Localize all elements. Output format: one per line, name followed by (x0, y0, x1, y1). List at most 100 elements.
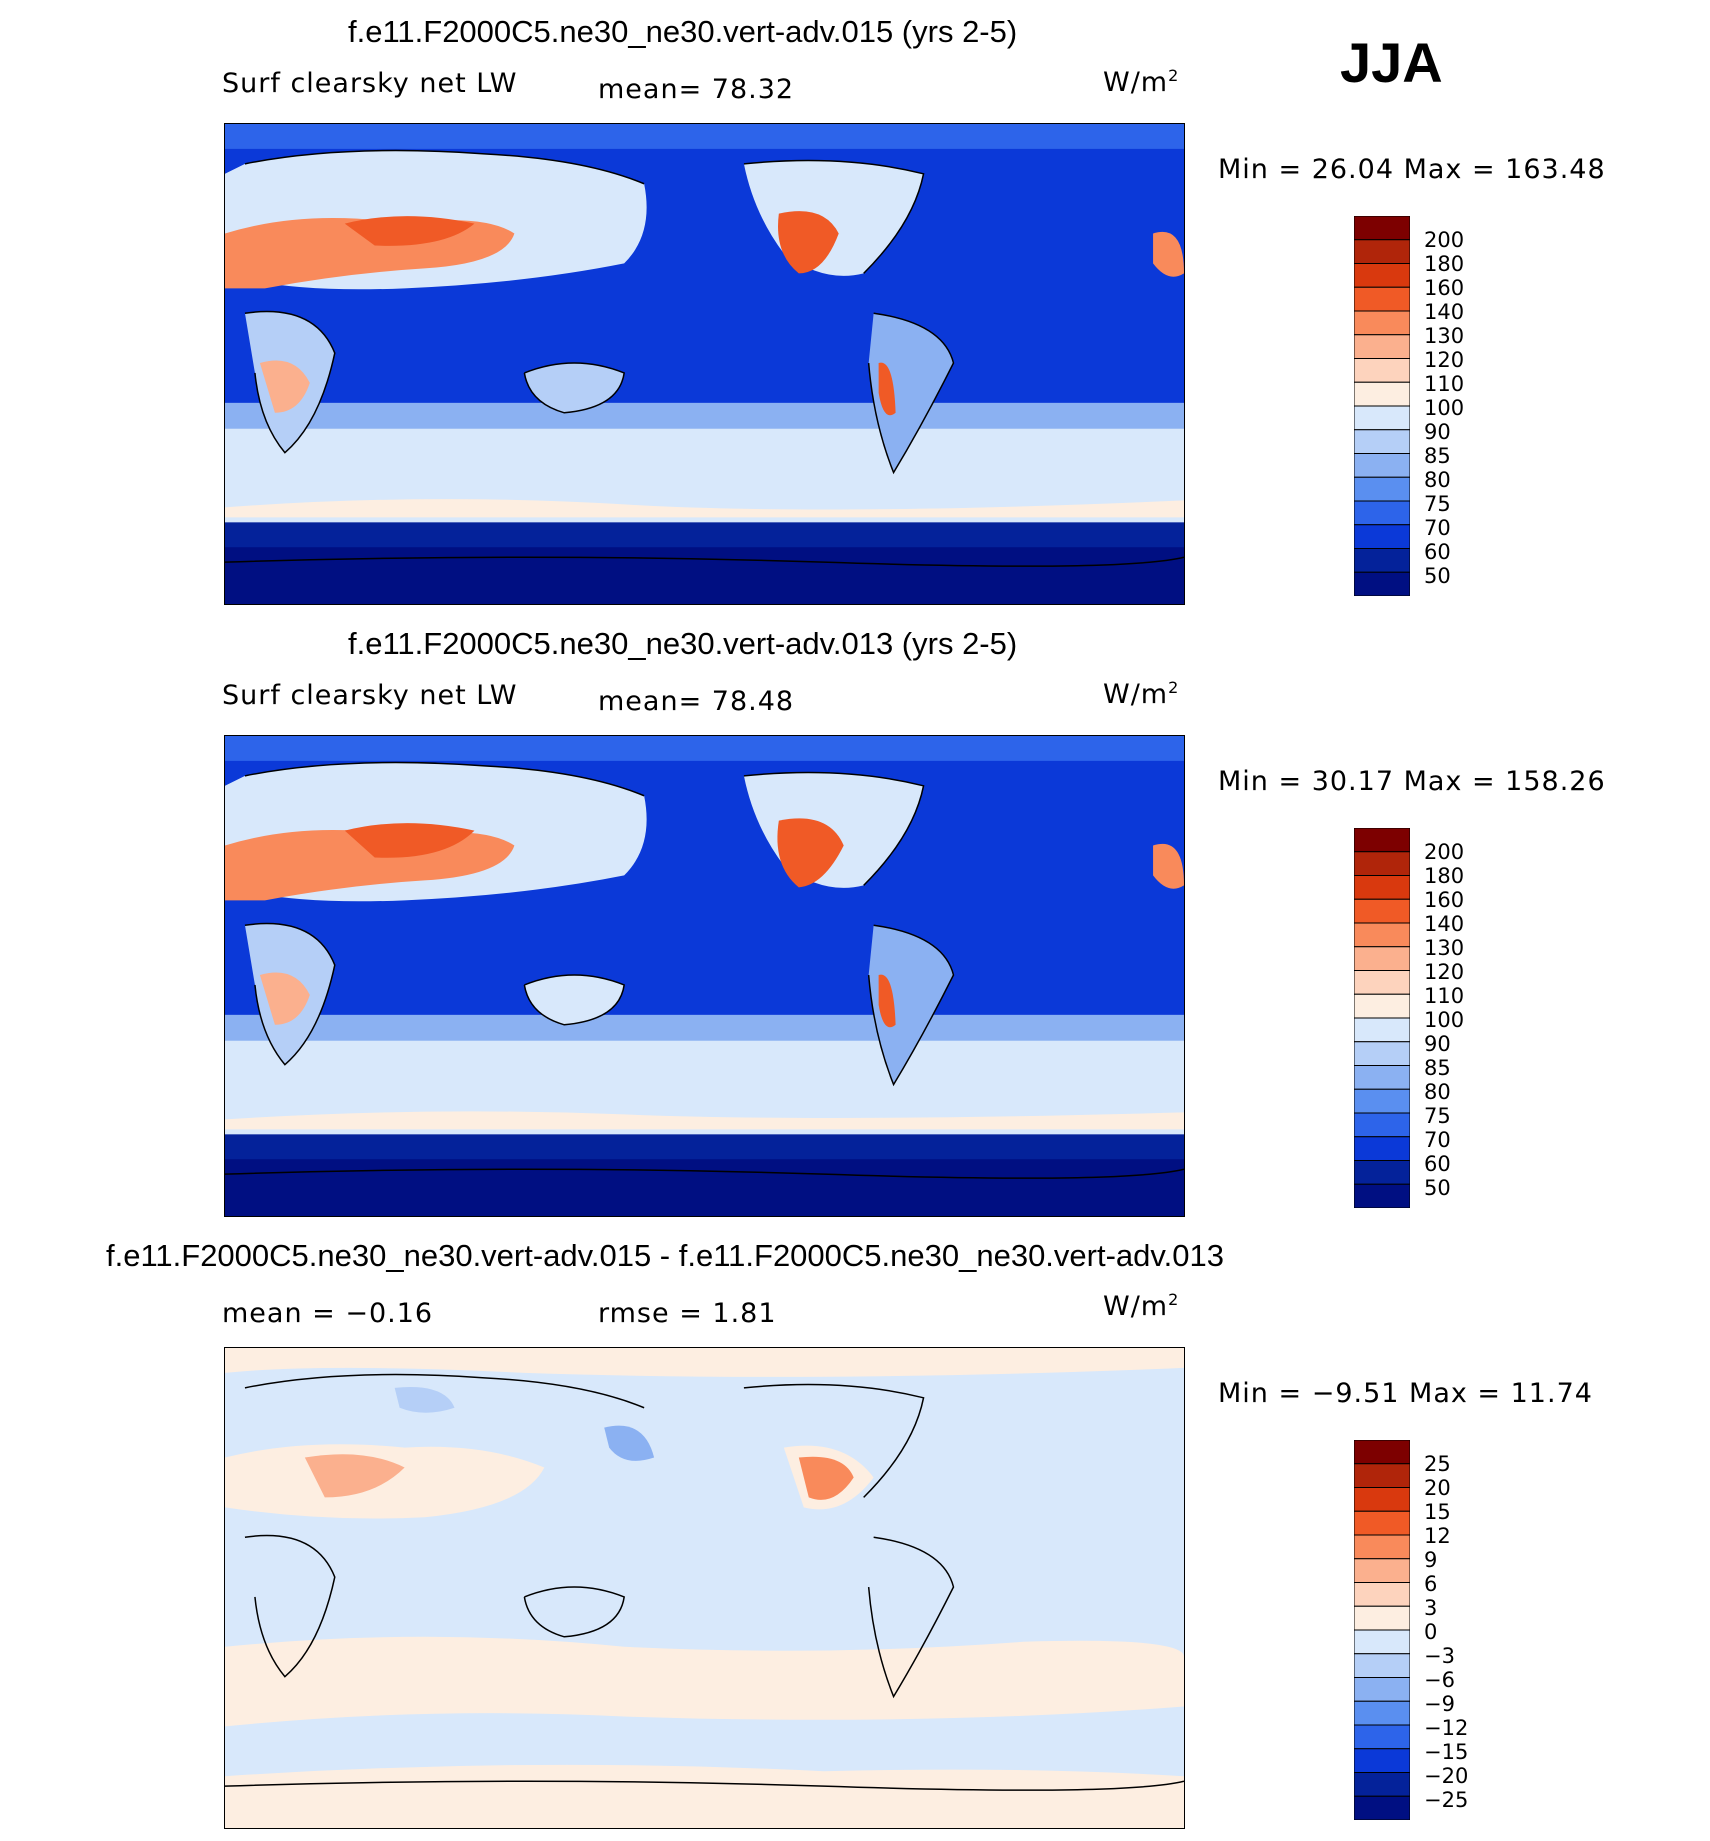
panel3-colorbar-swatch (1353, 1582, 1411, 1607)
panel1-level-label: 160 (1424, 276, 1465, 300)
panel3-contour-field (225, 1348, 1184, 1828)
panel2-level-label: 180 (1424, 864, 1465, 888)
panel2-colorbar-swatch (1353, 1041, 1411, 1066)
panel3-colorbar-swatch (1353, 1700, 1411, 1726)
panel2-units: W/m2 (1103, 678, 1180, 710)
panel3-level-label: −6 (1424, 1668, 1455, 1692)
panel2-level-label: 60 (1424, 1152, 1451, 1176)
panel3-minmax: Min = −9.51 Max = 11.74 (1218, 1378, 1593, 1409)
panel1-colorbar-swatches (1353, 215, 1411, 597)
panel1-level-label: 85 (1424, 444, 1451, 468)
panel2-colorbar-swatch (1353, 1183, 1411, 1209)
panel3-rmse-label: rmse = 1.81 (598, 1298, 777, 1329)
panel3-colorbar-swatch (1353, 1724, 1411, 1750)
panel3-level-label: 3 (1424, 1596, 1438, 1620)
panel1-colorbar-swatch (1353, 453, 1411, 478)
panel2-level-label: 70 (1424, 1128, 1451, 1152)
panel2-variable-label: Surf clearsky net LW (222, 680, 518, 711)
panel2-colorbar-swatch (1353, 946, 1411, 971)
panel1-level-label: 75 (1424, 492, 1451, 516)
panel1-units: W/m2 (1103, 66, 1180, 98)
panel2-level-label: 140 (1424, 912, 1465, 936)
panel2-colorbar-swatch (1353, 1136, 1411, 1161)
panel1-colorbar-swatch (1353, 524, 1411, 549)
panel2-minmax: Min = 30.17 Max = 158.26 (1218, 766, 1606, 797)
panel1-variable-label: Surf clearsky net LW (222, 68, 518, 99)
panel3-colorbar-swatch (1353, 1653, 1411, 1678)
panel3-colorbar-swatch (1353, 1439, 1411, 1465)
panel3-level-label: 0 (1424, 1620, 1438, 1644)
panel3-colorbar (1353, 1439, 1411, 1825)
panel3-colorbar-swatch (1353, 1677, 1411, 1702)
panel2-level-label: 130 (1424, 936, 1465, 960)
panel1-colorbar-swatch (1353, 548, 1411, 573)
panel1-colorbar-swatch (1353, 286, 1411, 312)
panel2-colorbar-swatch (1353, 993, 1411, 1019)
panel3-level-label: 9 (1424, 1548, 1438, 1572)
panel1-map (224, 123, 1185, 605)
panel1-minmax: Min = 26.04 Max = 163.48 (1218, 154, 1606, 185)
panel2-colorbar-swatch (1353, 851, 1411, 876)
panel3-level-label: 15 (1424, 1500, 1451, 1524)
panel2-level-label: 200 (1424, 840, 1465, 864)
panel1-level-label: 100 (1424, 396, 1465, 420)
panel2-colorbar-swatch (1353, 1112, 1411, 1138)
panel1-level-label: 70 (1424, 516, 1451, 540)
panel1-colorbar-swatch (1353, 429, 1411, 454)
panel2-map (224, 735, 1185, 1217)
panel3-map (224, 1347, 1185, 1829)
panel2-colorbar-swatch (1353, 922, 1411, 948)
panel1-colorbar-swatch (1353, 215, 1411, 241)
panel2-colorbar-swatch (1353, 1065, 1411, 1090)
panel3-level-label: −12 (1424, 1716, 1469, 1740)
season-label: JJA (1340, 31, 1443, 94)
panel3-level-label: −9 (1424, 1692, 1455, 1716)
panel1-colorbar-swatch (1353, 358, 1411, 383)
panel2-colorbar-swatch (1353, 875, 1411, 900)
panel3-colorbar-swatch (1353, 1795, 1411, 1821)
panel3-colorbar-swatch (1353, 1772, 1411, 1797)
panel3-level-label: −20 (1424, 1764, 1469, 1788)
panel3-colorbar-swatch (1353, 1605, 1411, 1631)
panel3-level-label: 20 (1424, 1476, 1451, 1500)
panel2-colorbar-swatches (1353, 827, 1411, 1209)
panel2-level-label: 90 (1424, 1032, 1451, 1056)
panel2-title: f.e11.F2000C5.ne30_ne30.vert-adv.013 (yr… (348, 626, 1018, 661)
panel1-level-label: 140 (1424, 300, 1465, 324)
panel3-level-label: −15 (1424, 1740, 1469, 1764)
panel1-contour-field (225, 124, 1184, 604)
panel3-colorbar-swatches (1353, 1439, 1411, 1821)
panel1-level-label: 60 (1424, 540, 1451, 564)
panel1-colorbar-swatch (1353, 381, 1411, 407)
panel1-title: f.e11.F2000C5.ne30_ne30.vert-adv.015 (yr… (348, 14, 1018, 49)
panel1-colorbar (1353, 215, 1411, 601)
panel1-level-label: 80 (1424, 468, 1451, 492)
panel3-level-label: −25 (1424, 1788, 1469, 1812)
panel2-level-label: 100 (1424, 1008, 1465, 1032)
panel1-colorbar-swatch (1353, 334, 1411, 359)
panel1-level-label: 130 (1424, 324, 1465, 348)
panel3-colorbar-swatch (1353, 1629, 1411, 1655)
panel2-colorbar-swatch (1353, 1160, 1411, 1185)
panel1-level-label: 110 (1424, 372, 1465, 396)
panel2-colorbar-swatch (1353, 1017, 1411, 1043)
panel1-colorbar-swatch (1353, 239, 1411, 264)
panel2-level-label: 50 (1424, 1176, 1451, 1200)
panel1-level-label: 90 (1424, 420, 1451, 444)
panel3-level-label: 6 (1424, 1572, 1438, 1596)
panel3-colorbar-swatch (1353, 1463, 1411, 1488)
panel1-colorbar-swatch (1353, 405, 1411, 431)
panel2-level-label: 110 (1424, 984, 1465, 1008)
panel3-colorbar-swatch (1353, 1510, 1411, 1536)
panel2-level-label: 85 (1424, 1056, 1451, 1080)
panel1-colorbar-swatch (1353, 263, 1411, 288)
panel1-mean-label: mean= 78.32 (598, 74, 795, 105)
panel3-colorbar-swatch (1353, 1487, 1411, 1512)
panel3-level-label: −3 (1424, 1644, 1455, 1668)
panel3-level-label: 25 (1424, 1452, 1451, 1476)
panel2-contour-field (225, 736, 1184, 1216)
panel1-level-label: 50 (1424, 564, 1451, 588)
panel1-level-label: 180 (1424, 252, 1465, 276)
panel3-colorbar-swatch (1353, 1534, 1411, 1560)
panel2-level-label: 160 (1424, 888, 1465, 912)
